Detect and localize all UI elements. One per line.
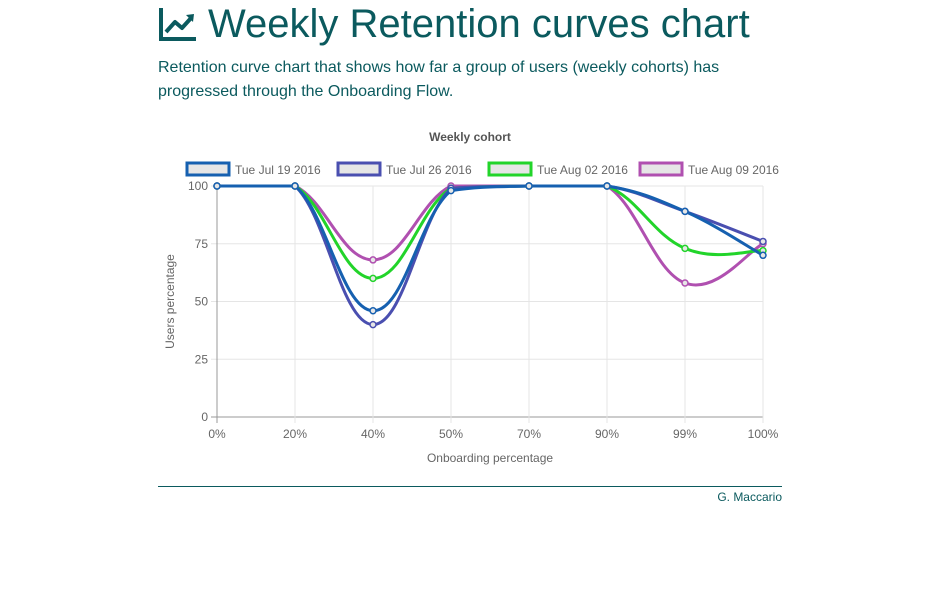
x-tick-label: 70% xyxy=(517,427,541,441)
legend-swatch[interactable] xyxy=(336,161,382,177)
legend-label: Tue Aug 02 2016 xyxy=(537,163,628,177)
data-point[interactable] xyxy=(369,256,377,264)
x-tick-label: 50% xyxy=(439,427,463,441)
x-axis-label: Onboarding percentage xyxy=(427,451,553,465)
data-point[interactable] xyxy=(447,186,455,195)
retention-chart: Weekly cohort Tue Jul 19 2016 Tue Jul 26 2… xyxy=(158,120,782,470)
series-line xyxy=(217,184,764,287)
x-tick-label: 40% xyxy=(361,427,385,441)
legend-swatch[interactable] xyxy=(638,161,684,177)
data-point[interactable] xyxy=(525,182,533,190)
legend-label: Tue Aug 09 2016 xyxy=(688,163,779,177)
page-subtitle: Retention curve chart that shows how far… xyxy=(158,59,720,100)
data-point[interactable] xyxy=(681,244,689,253)
page-title: Weekly Retention curves chart xyxy=(208,2,750,46)
data-point[interactable] xyxy=(213,182,221,190)
y-tick-label: 75 xyxy=(195,237,209,251)
y-axis-label: Users percentage xyxy=(163,254,177,349)
data-point[interactable] xyxy=(369,320,377,329)
data-point[interactable] xyxy=(603,182,611,190)
legend-swatch[interactable] xyxy=(487,161,533,177)
chart-svg: Weekly cohort Tue Jul 19 2016 Tue Jul 26 2… xyxy=(163,130,779,465)
series-line xyxy=(217,184,764,280)
data-point[interactable] xyxy=(369,306,377,315)
legend-label: Tue Jul 19 2016 xyxy=(235,163,321,177)
series-line xyxy=(217,184,764,327)
x-tick-label: 0% xyxy=(208,427,226,441)
series-line xyxy=(217,184,764,313)
data-point[interactable] xyxy=(369,274,377,283)
data-point[interactable] xyxy=(759,251,767,260)
y-tick-label: 0 xyxy=(201,410,208,424)
x-tick-label: 20% xyxy=(283,427,307,441)
header: Weekly Retention curves chart Retention … xyxy=(158,0,782,104)
line-chart-icon xyxy=(159,8,196,41)
author-name: G. Maccario xyxy=(717,490,782,504)
x-tick-label: 100% xyxy=(748,427,779,441)
data-point[interactable] xyxy=(681,279,689,287)
data-point[interactable] xyxy=(759,237,767,246)
title-row: Weekly Retention curves chart xyxy=(158,0,782,48)
y-tick-label: 50 xyxy=(195,295,209,309)
y-tick-label: 100 xyxy=(188,179,208,193)
data-point[interactable] xyxy=(291,182,299,190)
x-tick-label: 99% xyxy=(673,427,697,441)
x-tick-label: 90% xyxy=(595,427,619,441)
footer-divider xyxy=(158,486,782,487)
legend-swatch[interactable] xyxy=(185,161,231,177)
y-tick-label: 25 xyxy=(195,352,209,366)
data-point[interactable] xyxy=(681,207,689,216)
chart-title: Weekly cohort xyxy=(429,130,511,144)
legend-label: Tue Jul 26 2016 xyxy=(386,163,472,177)
